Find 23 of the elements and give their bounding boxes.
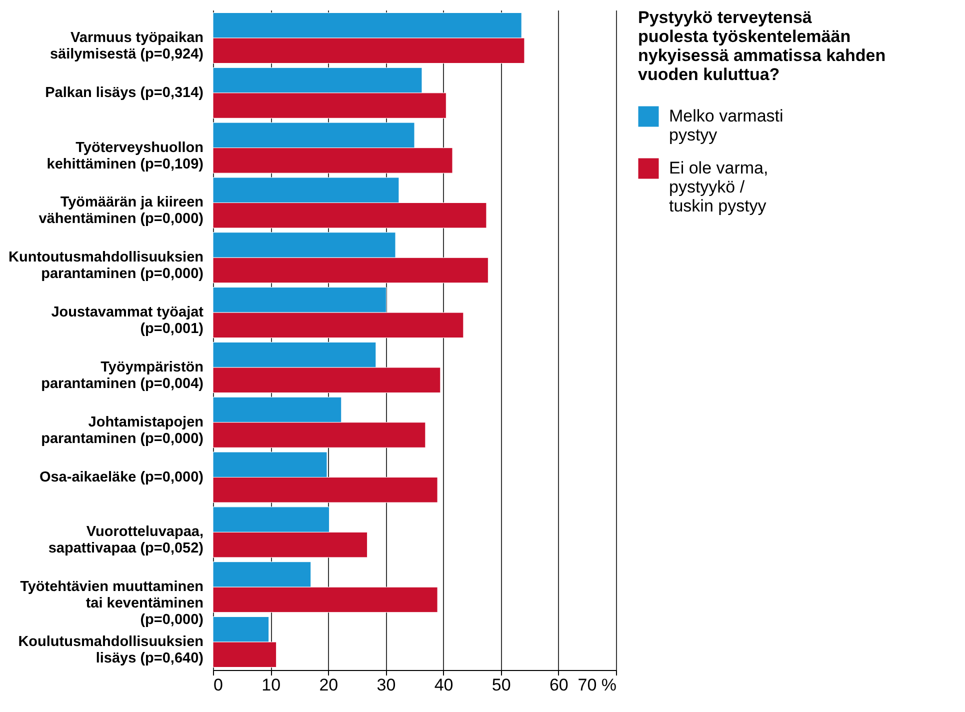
x-tick-label: 10: [262, 676, 281, 694]
legend-label: Ei ole varma, pystyykö / tuskin pystyy: [669, 158, 768, 216]
y-tick-label: Johtamistapojen parantaminen (p=0,000): [41, 414, 204, 447]
x-tick-label: 60: [549, 676, 568, 694]
y-tick-label: Koulutusmahdollisuuksien lisäys (p=0,640): [18, 634, 204, 666]
x-tick-label: 20: [319, 676, 338, 694]
x-tick-label: 50: [492, 676, 511, 694]
y-tick-label: Palkan lisäys (p=0,314): [45, 84, 204, 101]
x-tick-label: 40: [434, 676, 454, 694]
y-tick-label: Joustavammat työajat (p=0,001): [51, 304, 204, 338]
y-tick-label: Työympäristön parantaminen (p=0,004): [41, 359, 204, 392]
y-tick-label: Varmuus työpaikan säilymisestä (p=0,924): [50, 30, 204, 63]
y-tick-label: Vuorotteluvapaa, sapattivapaa (p=0,052): [48, 524, 204, 557]
y-tick-label: Työmäärän ja kiireen vähentäminen (p=0,000): [38, 194, 204, 228]
x-tick-label: 30: [376, 676, 396, 694]
x-tick-label: 70 %: [578, 676, 616, 694]
legend-label: Melko varmasti pystyy: [669, 106, 784, 144]
x-tick-label: 0: [214, 676, 223, 694]
y-tick-label: Työtehtävien muuttaminen tai keventäminen (p=0,000): [20, 579, 204, 628]
y-tick-label: Työterveyshuollon kehittäminen (p=0,109): [46, 140, 204, 172]
y-tick-label: Kuntoutusmahdollisuuksien parantaminen (p=0,000): [8, 250, 204, 282]
legend-title: Pystyykö terveytensä puolesta työskentelemään nykyisessä ammatissa kahden vuoden kuluttua?: [638, 8, 886, 84]
y-tick-label: Osa-aikaeläke (p=0,000): [39, 469, 204, 486]
